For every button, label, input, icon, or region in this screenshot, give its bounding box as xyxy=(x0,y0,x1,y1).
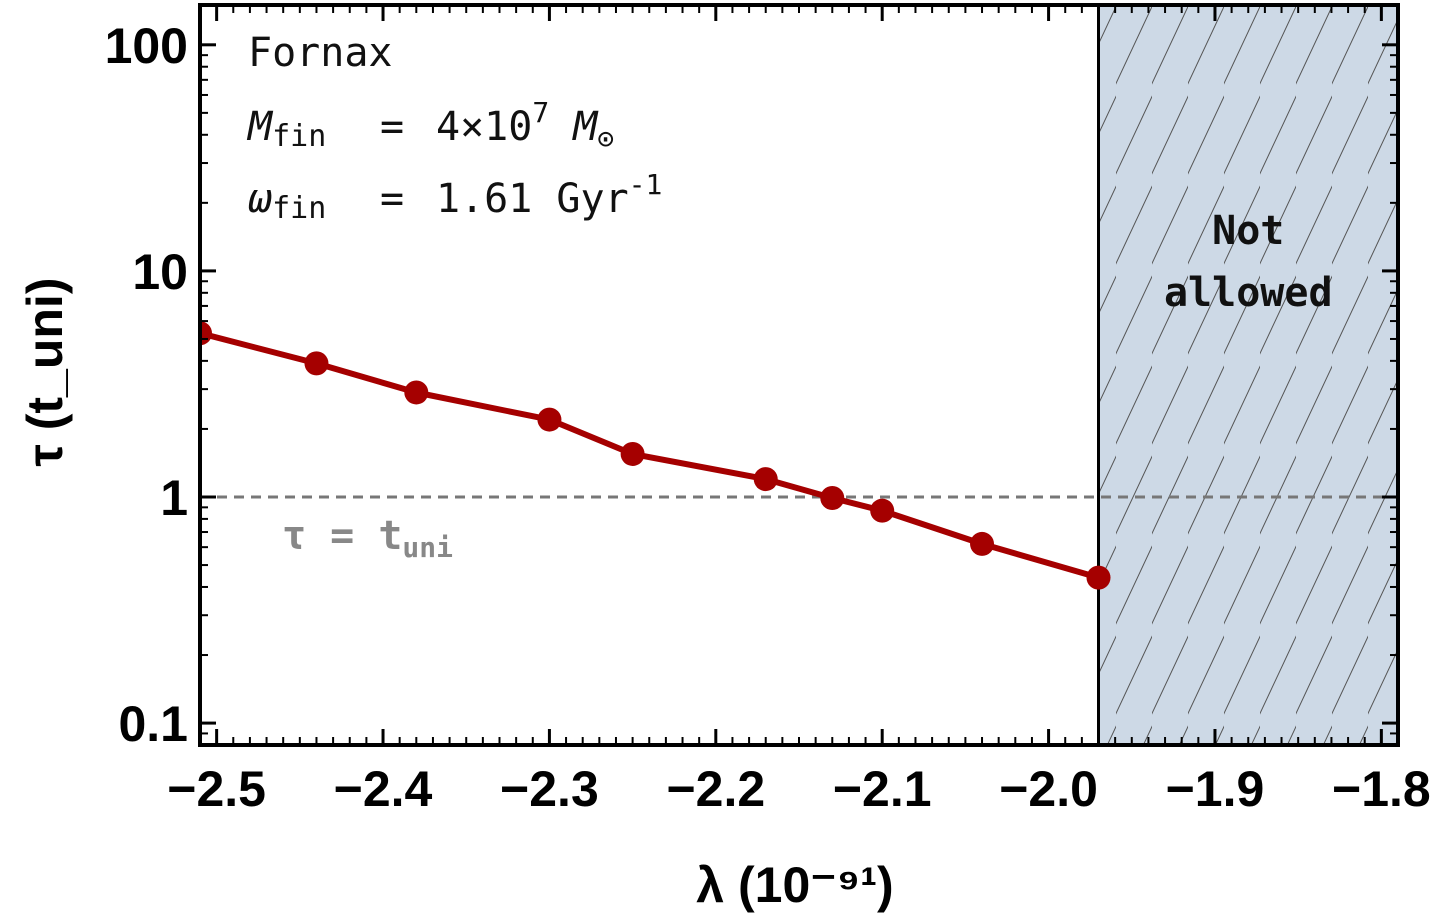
forbidden-region-label-line1: Not xyxy=(1212,208,1284,254)
x-axis-title: λ (10⁻⁹¹) xyxy=(696,857,893,913)
data-point xyxy=(537,407,562,432)
x-tick-label: −2.3 xyxy=(500,761,599,817)
series-line xyxy=(200,330,1100,581)
x-tick-label: −2.5 xyxy=(167,761,266,817)
x-tick-label: −2.0 xyxy=(999,761,1098,817)
x-tick-label: −1.9 xyxy=(1166,761,1265,817)
annotation-omega: ωfin = 1.61 Gyr-1 xyxy=(248,168,662,226)
data-point xyxy=(753,467,778,492)
data-point xyxy=(970,531,995,556)
data-point xyxy=(404,380,429,405)
forbidden-region: Not allowed xyxy=(1097,5,1398,745)
y-tick-label: 0.1 xyxy=(118,696,188,752)
data-point xyxy=(1086,565,1111,590)
series-layer xyxy=(200,321,1111,590)
forbidden-region-label-line2: allowed xyxy=(1164,270,1333,316)
axis-ticks xyxy=(199,5,1399,746)
y-tick-label: 10 xyxy=(132,244,188,300)
x-tick-label: −1.8 xyxy=(1332,761,1431,817)
x-tick-labels: −2.5 −2.4 −2.3 −2.2 −2.1 −2.0 −1.9 −1.8 xyxy=(167,761,1430,817)
x-tick-label: −2.4 xyxy=(334,761,433,817)
y-tick-label: 100 xyxy=(105,18,188,74)
reference-line-label: τ = tuni xyxy=(282,513,453,564)
data-point xyxy=(620,441,645,466)
forbidden-region-hatch xyxy=(1098,5,1398,745)
x-tick-label: −2.2 xyxy=(666,761,765,817)
data-point xyxy=(870,498,895,523)
y-axis-title: τ (t_uni) xyxy=(17,278,73,467)
data-point xyxy=(304,351,329,376)
data-point xyxy=(820,485,845,510)
annotation-box: Fornax Mfin = 4×107 M⊙ ωfin = 1.61 Gyr-1 xyxy=(246,30,662,226)
annotation-mass: Mfin = 4×107 M⊙ xyxy=(246,96,614,155)
y-tick-labels: 0.1 1 10 100 xyxy=(105,18,188,752)
y-tick-label: 1 xyxy=(160,470,188,526)
x-tick-label: −2.1 xyxy=(833,761,932,817)
annotation-name: Fornax xyxy=(248,30,393,76)
